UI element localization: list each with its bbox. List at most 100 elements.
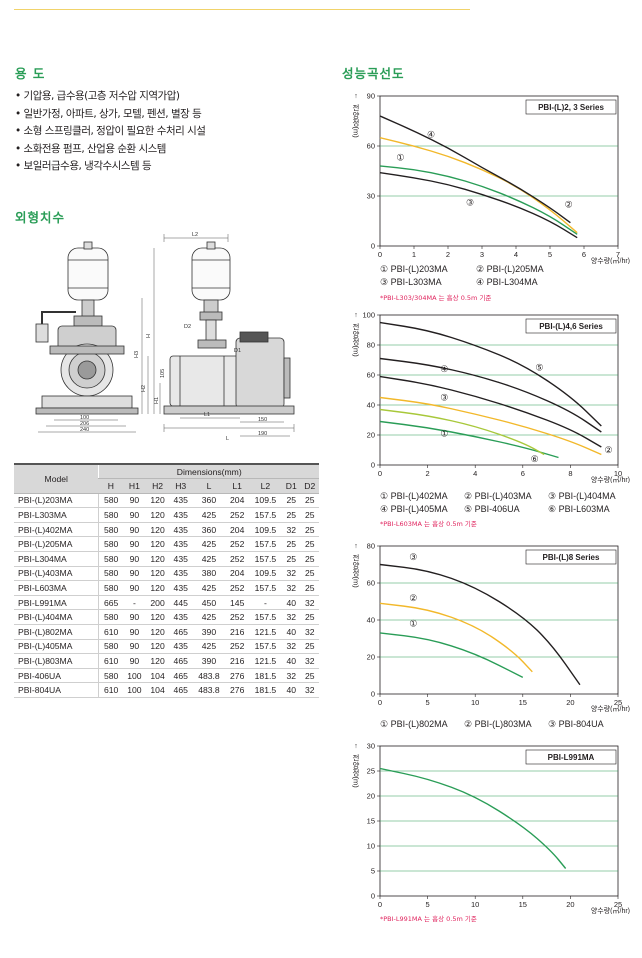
dimension-cell: 435	[169, 536, 193, 553]
x-tick-label: 6	[521, 469, 525, 478]
column-header: H	[98, 478, 123, 494]
dimension-cell: 25	[300, 536, 319, 553]
dimension-cell: 32	[300, 682, 319, 698]
dimension-cell: 40	[282, 595, 301, 611]
dimension-cell: 120	[145, 639, 170, 655]
y-tick-label: 5	[371, 867, 375, 876]
dimension-cell: 580	[98, 551, 123, 567]
dimension-cell: 25	[300, 507, 319, 523]
series-marker-label: ③	[440, 393, 448, 403]
y-tick-label: 0	[371, 242, 375, 251]
usage-list: 기압용, 급수용(고층 저수압 지역가압) 일반가정, 아파트, 상가, 모텔,…	[15, 88, 206, 176]
legend-2-3-series: ① PBI-(L)203MA ② PBI-(L)205MA ③ PBI-L303MA…	[380, 263, 572, 289]
note-4-6-series: *PBI-L603MA 는 흡상 0.5m 기준	[380, 520, 477, 528]
dimension-cell: 90	[122, 493, 146, 509]
dimension-cell: 25	[282, 536, 301, 553]
dimension-cell: 465	[169, 682, 193, 698]
series-line	[379, 602, 533, 673]
dim-label: 100	[80, 415, 89, 421]
chart-2-3-series: 0 1 2 3 4 5 6 7 0 30 60 90 전양정(m) ↑ 양수량(㎥/hr) PBI-(L)2,…	[352, 92, 631, 265]
series-line	[379, 396, 602, 456]
chart-title-box	[525, 749, 617, 765]
series-line	[379, 115, 571, 224]
dimension-cell: 90	[122, 566, 146, 582]
dimension-cell: 157.5	[248, 507, 283, 523]
dimension-cell: 90	[122, 580, 146, 596]
dimension-cell: 252	[225, 551, 249, 567]
dimension-cell: 25	[300, 566, 319, 582]
chart-title-box	[525, 99, 617, 115]
dim-label: 190	[258, 431, 267, 437]
model-cell: PBI-(L)404MA	[14, 609, 100, 626]
model-cell: PBI-(L)405MA	[14, 639, 100, 655]
series-line	[379, 357, 602, 433]
x-tick-label: 5	[426, 698, 430, 707]
y-tick-label: 100	[362, 311, 375, 320]
dimension-cell: 610	[98, 682, 123, 698]
dimension-cell: 204	[225, 522, 249, 538]
dimension-cell: 580	[98, 507, 123, 523]
usage-item: 일반가정, 아파트, 상가, 모텔, 펜션, 별장 등	[15, 106, 205, 124]
dimension-cell: 252	[225, 507, 249, 523]
x-tick-label: 15	[519, 698, 527, 707]
legend-entry: ④ PBI-(L)405MA	[380, 504, 448, 514]
dimension-cell: 580	[98, 639, 123, 655]
dim-label: 150	[258, 417, 267, 423]
table-row: PBI-L991MA 665-200 445 450 145-40 32	[14, 595, 319, 611]
table-row: PBI-804UA 610 100 104 465 483.8 276 181.5 40 32	[14, 682, 319, 698]
dimension-cell: 121.5	[248, 624, 283, 640]
legend-entry: ⑤ PBI-406UA	[464, 504, 520, 514]
legend-entry: ① PBI-(L)203MA	[380, 264, 448, 274]
x-tick-label: 10	[471, 698, 479, 707]
chart-title: PBI-(L)4,6 Series	[539, 322, 603, 331]
y-axis-label: 전양정(m)	[352, 103, 361, 139]
model-cell: PBI-L303MA	[14, 507, 100, 523]
dimension-cell: 580	[98, 580, 123, 596]
dimension-cell: 276	[225, 668, 249, 684]
x-axis-label: 양수량(㎥/hr)	[591, 704, 630, 712]
dimension-cell: 100	[122, 682, 146, 698]
y-tick-label: 0	[371, 461, 375, 470]
dim-label: L	[226, 436, 229, 442]
plot-frame	[379, 95, 619, 247]
dimension-cell: 104	[145, 668, 170, 684]
x-tick-label: 5	[426, 900, 430, 909]
model-cell: PBI-406UA	[14, 668, 100, 684]
series-marker-label: ⑥	[531, 454, 539, 464]
dimension-cell: 435	[169, 493, 193, 509]
y-axis-label: 전양정(m)	[352, 322, 361, 358]
dimension-cell: 435	[169, 639, 193, 655]
dim-label: D1	[234, 348, 241, 354]
dimension-cell: 360	[192, 522, 226, 538]
series-marker-label: ①	[409, 619, 417, 629]
dimension-cell: 425	[192, 507, 226, 523]
dimension-cell: 157.5	[248, 551, 283, 567]
dimension-cell: 120	[145, 536, 170, 553]
x-tick-label: 0	[378, 698, 382, 707]
dimension-cell: 25	[300, 580, 319, 596]
dimension-cell: 120	[145, 551, 170, 567]
x-tick-label: 10	[614, 469, 622, 478]
table-row: PBI-(L)205MA 580 90 120 435 425 252 157.5 25 25	[14, 536, 319, 553]
dimension-cell: 120	[145, 493, 170, 509]
dimension-cell: 32	[282, 609, 301, 626]
legend-8-series: ① PBI-(L)802MA ② PBI-(L)803MA ③ PBI-804UA	[380, 718, 632, 731]
dimension-cell: 435	[169, 566, 193, 582]
dimension-cell: 360	[192, 493, 226, 509]
x-tick-label: 7	[616, 250, 620, 259]
dimension-cell: 157.5	[248, 536, 283, 553]
series-marker-label: ①	[396, 153, 404, 163]
dimension-cell: 32	[300, 653, 319, 669]
dimension-cell: 465	[169, 668, 193, 684]
series-line	[379, 171, 578, 239]
y-tick-label: 40	[367, 401, 375, 410]
dimension-cell: 204	[225, 566, 249, 582]
dimension-cell: 25	[282, 551, 301, 567]
y-tick-label: 10	[367, 842, 375, 851]
legend-4-6-series: ① PBI-(L)402MA ② PBI-(L)403MA ③ PBI-(L)404…	[380, 490, 632, 516]
dim-label: H	[146, 334, 152, 338]
dimension-cell: 435	[169, 522, 193, 538]
dimension-cell: 109.5	[248, 522, 283, 538]
dimension-cell: 483.8	[192, 682, 226, 698]
model-cell: PBI-L304MA	[14, 551, 100, 567]
